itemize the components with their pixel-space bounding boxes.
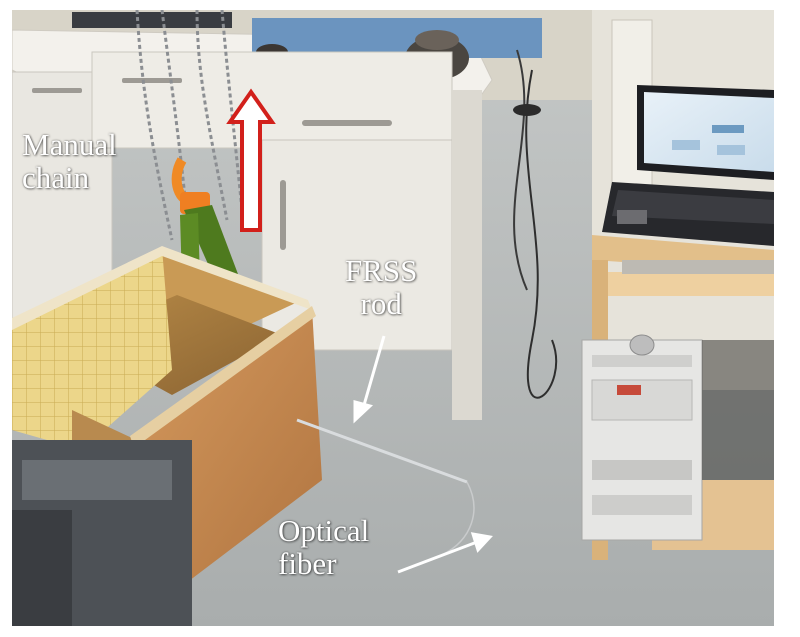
optical-fiber [441,481,475,556]
keyboard-tray [622,260,774,274]
frss-rod-label: FRSS rod [345,253,418,321]
optical-fiber-label: Optical fiber [278,513,370,581]
manual-chain-label: Manual chain [22,127,117,195]
annotation-arrow-rod [353,335,386,424]
box-grid-wall [12,248,172,450]
keyboard-on-top [72,12,232,28]
cable-bundle [702,340,774,480]
mouse [629,334,655,356]
blue-rail [252,18,542,58]
cabinet-drawer [91,51,453,149]
photo-frame: Manual chain FRSS rod Optical fiber [12,10,774,626]
cabinet-door [261,139,453,351]
annotation-arrow-fiber [397,532,493,574]
cables [525,69,558,399]
manual-chain [135,10,244,241]
frss-rod [296,418,468,484]
desk-shelf [602,272,774,296]
lab-scene-photo [12,10,774,626]
box-top-rail [12,246,312,330]
cabinet-side [452,90,482,420]
lift-arrow [226,88,276,232]
